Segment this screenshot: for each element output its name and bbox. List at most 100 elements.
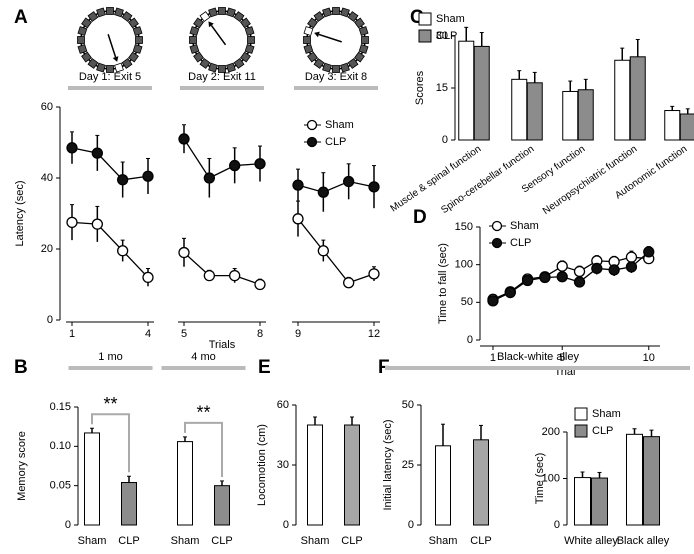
marker <box>254 278 266 291</box>
x-tick-label: CLP <box>470 535 491 547</box>
marker <box>487 295 499 307</box>
marker <box>117 245 129 257</box>
maze-hole <box>322 62 332 73</box>
y-tick-label: 60 <box>277 399 289 411</box>
y-tick-label: 0 <box>554 519 560 531</box>
panel-letter: F <box>378 357 390 378</box>
maze-hole <box>128 51 139 63</box>
x-tick-label: 5 <box>559 352 565 364</box>
y-tick-label: 0 <box>442 134 448 146</box>
legend-marker <box>491 220 503 232</box>
maze-hole <box>77 36 85 44</box>
maze-hole <box>135 36 143 44</box>
marker <box>142 170 154 182</box>
x-tick-label: Muscle & spinal function <box>389 144 484 215</box>
panel-letter: A <box>14 7 28 28</box>
series-line <box>183 138 261 179</box>
maze-hole <box>121 58 133 69</box>
day-title: Day 1: Exit 5 <box>79 71 141 83</box>
panel-letter: E <box>258 357 271 378</box>
maze-hole <box>189 44 200 54</box>
bar <box>626 433 643 526</box>
marker <box>343 277 355 289</box>
bar <box>664 110 681 141</box>
y-axis-label: Locomotion (cm) <box>256 424 268 506</box>
maze-hole <box>244 26 255 36</box>
legend-swatch <box>574 407 588 421</box>
marker <box>178 133 190 145</box>
bar <box>214 485 230 526</box>
maze-hole <box>354 17 365 29</box>
maze-hole <box>77 26 88 36</box>
maze-hole <box>193 17 204 29</box>
maze-hole <box>303 44 314 54</box>
marker <box>556 260 568 272</box>
marker <box>504 286 516 299</box>
maze-hole <box>358 26 369 36</box>
significance-bracket <box>91 413 130 473</box>
maze-hole <box>77 44 88 54</box>
maze-hole <box>303 36 311 44</box>
maze-hole <box>199 58 211 69</box>
day-title: Day 3: Exit 8 <box>305 71 367 83</box>
maze-hole <box>313 58 325 69</box>
marker <box>254 158 266 170</box>
maze-hole <box>87 58 99 69</box>
bar <box>177 441 193 526</box>
bar <box>121 482 137 526</box>
y-axis-label: Latency (sec) <box>14 180 26 246</box>
x-tick-label: Sham <box>301 535 330 547</box>
maze-arrowhead <box>112 56 119 62</box>
maze-exit <box>199 11 211 22</box>
y-tick-label: 50 <box>461 296 473 308</box>
x-tick-label: 5 <box>181 328 187 340</box>
maze-hole <box>233 58 245 69</box>
bar <box>473 45 490 141</box>
maze-hole <box>226 62 236 73</box>
x-tick-label: Neuropsychiatric function <box>541 144 639 217</box>
marker <box>292 213 304 225</box>
marker <box>591 262 603 275</box>
maze-hole <box>208 7 218 18</box>
y-tick-label: 0 <box>467 334 473 346</box>
maze-hole <box>347 11 359 22</box>
x-tick-label: White alley <box>564 535 618 547</box>
bar-label: CLP <box>211 535 232 547</box>
legend-marker <box>306 119 318 131</box>
maze-hole <box>233 11 245 22</box>
marker <box>178 246 190 259</box>
series-line <box>492 256 649 300</box>
y-tick-label: 100 <box>455 259 473 271</box>
y-axis-label: Scores <box>414 70 426 105</box>
maze-arrowhead <box>314 31 320 38</box>
bar <box>526 82 543 141</box>
bar <box>562 90 579 141</box>
maze-hole <box>322 7 332 18</box>
maze-arrowhead <box>208 21 214 28</box>
bar <box>84 432 100 526</box>
maze-exit <box>303 26 314 36</box>
maze-hole <box>307 51 318 63</box>
marker <box>66 142 78 154</box>
y-tick-label: 0 <box>65 519 71 531</box>
maze-hole <box>354 51 365 63</box>
maze-hole <box>247 36 255 44</box>
group-title: Black-white alley <box>497 351 579 363</box>
maze-arrow <box>210 24 227 46</box>
marker <box>317 245 329 257</box>
marker <box>343 175 355 188</box>
maze-hole <box>96 62 106 73</box>
panel-letter: B <box>14 357 28 378</box>
series-line <box>297 218 375 284</box>
maze-hole <box>81 17 92 29</box>
y-tick-label: 30 <box>436 30 448 42</box>
legend-label: CLP <box>510 237 531 249</box>
legend-marker <box>491 237 503 249</box>
maze-hole <box>87 11 99 22</box>
marker <box>229 159 241 172</box>
x-tick-label: 4 <box>145 328 151 340</box>
y-axis-label: Time to fall (sec) <box>437 243 449 324</box>
legend-label: CLP <box>325 136 346 148</box>
series-line <box>183 252 261 286</box>
